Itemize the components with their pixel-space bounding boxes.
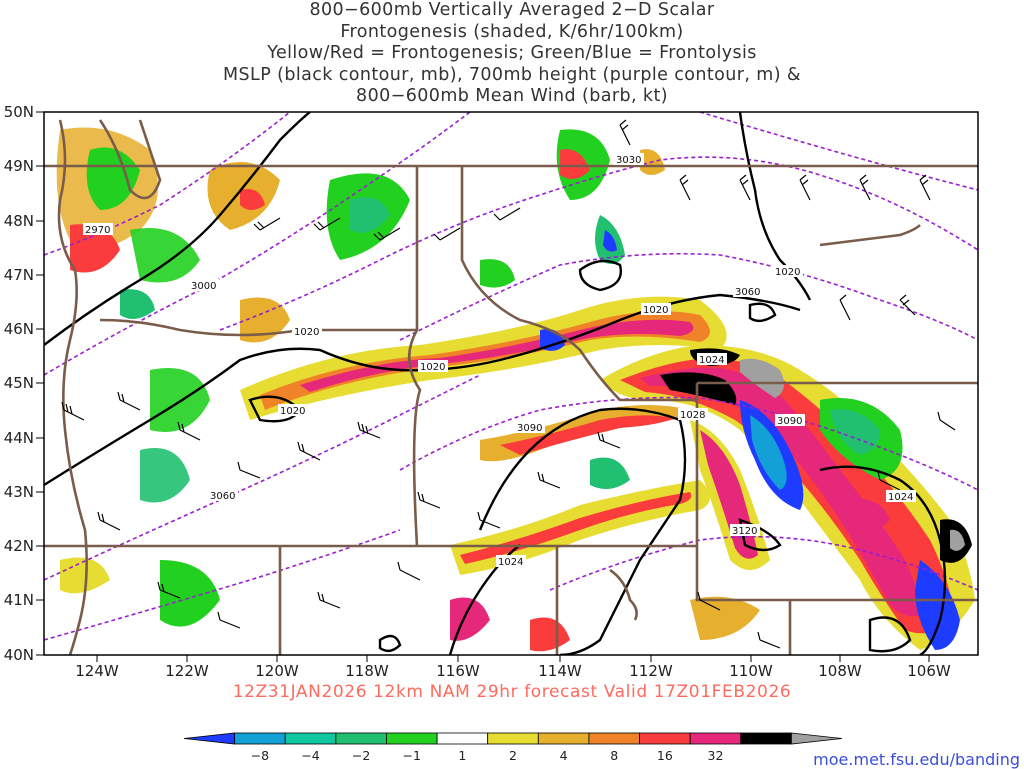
lat-label: 43N [4, 483, 34, 501]
lon-label: 110W [729, 662, 773, 680]
valid-time: 12Z31JAN2026 12km NAM 29hr forecast Vali… [232, 682, 792, 702]
lat-label: 40N [4, 646, 34, 664]
lat-label: 47N [4, 266, 34, 284]
lon-label: 124W [75, 662, 119, 680]
mslp-label-1020-a: 1020 [294, 327, 319, 338]
height-label-3030: 3030 [616, 155, 641, 166]
height-label-3060-a: 3060 [210, 491, 235, 502]
colorbar-tick-label: 16 [657, 748, 673, 763]
lon-label: 108W [818, 662, 862, 680]
colorbar-tick-label: −1 [403, 748, 421, 763]
lat-label: 46N [4, 320, 34, 338]
mslp-label-1020-d: 1020 [775, 267, 800, 278]
colorbar-swatch [284, 732, 337, 745]
title-line-3: Yellow/Red = Frontogenesis; Green/Blue =… [267, 43, 757, 63]
lat-label: 49N [4, 157, 34, 175]
colorbar-tick-label: 8 [610, 748, 618, 763]
colorbar-tick-label: 1 [458, 748, 466, 763]
colorbar-swatch [740, 732, 792, 745]
colorbar-tick-label: −2 [352, 748, 370, 763]
colorbar-swatch [537, 732, 590, 745]
lon-label: 122W [165, 662, 209, 680]
lon-label: 120W [255, 662, 299, 680]
mslp-label-1020-c: 1020 [643, 305, 668, 316]
colorbar-swatch [386, 732, 438, 745]
colorbar-tick-label: 2 [509, 748, 517, 763]
mslp-label-1024-b: 1024 [888, 492, 913, 503]
title-line-5: 800−600mb Mean Wind (barb, kt) [356, 86, 668, 106]
colorbar-swatch [588, 732, 640, 745]
colorbar-swatch [487, 732, 539, 745]
title-line-4: MSLP (black contour, mb), 700mb height (… [223, 64, 801, 85]
height-label-3060-b: 3060 [735, 287, 760, 298]
mslp-label-1024-c: 1024 [498, 557, 523, 568]
lon-label: 116W [436, 662, 480, 680]
colorbar-swatch [234, 732, 286, 745]
height-labels: 3030 2970 3000 3060 3060 3090 3090 3120 [83, 153, 805, 537]
colorbar-swatch [689, 732, 742, 745]
longitude-axis: 124W 122W 120W 118W 116W 114W 112W 110W … [75, 655, 951, 680]
colorbar-tick-label: 32 [708, 748, 724, 763]
frontogenesis-shading [56, 127, 975, 652]
colorbar-swatch [790, 732, 843, 745]
lat-label: 45N [4, 374, 34, 392]
height-label-3000: 3000 [191, 281, 216, 292]
lat-label: 50N [4, 103, 34, 121]
lon-label: 114W [538, 662, 582, 680]
state-borders [44, 119, 978, 655]
height-label-3090-a: 3090 [517, 423, 542, 434]
height-label-3090-b: 3090 [777, 416, 802, 427]
map-title: 800−600mb Vertically Averaged 2−D Scalar… [0, 0, 1024, 108]
wind-barbs [61, 119, 956, 649]
lon-label: 106W [907, 662, 951, 680]
mslp-label-1020-b: 1020 [420, 362, 445, 373]
latitude-axis: 50N 49N 48N 47N 46N 45N 44N 43N 42N 41N … [4, 103, 44, 664]
mslp-label-1020-e: 1020 [280, 406, 305, 417]
title-line-2: Frontogenesis (shaded, K/6hr/100km) [340, 21, 684, 42]
lat-label: 48N [4, 212, 34, 230]
colorbar-tick-label: 4 [560, 748, 568, 763]
lat-label: 41N [4, 591, 34, 609]
colorbar-swatch [639, 732, 691, 745]
colorbar-swatch [335, 732, 387, 745]
mslp-contours [44, 112, 947, 655]
height-label-3120: 3120 [732, 526, 757, 537]
colorbar: −8 −4 −2 −1 1 2 4 8 16 32 [183, 732, 843, 763]
height-label-2970: 2970 [85, 225, 110, 236]
colorbar-swatch [183, 732, 236, 745]
source-url[interactable]: moe.met.fsu.edu/banding [813, 750, 1020, 769]
mslp-label-1024-a: 1024 [699, 355, 724, 366]
colorbar-tick-label: −8 [251, 748, 269, 763]
lon-label: 112W [629, 662, 673, 680]
mslp-label-1028: 1028 [680, 410, 705, 421]
lat-label: 42N [4, 537, 34, 555]
title-line-1: 800−600mb Vertically Averaged 2−D Scalar [309, 0, 715, 20]
colorbar-tick-label: −4 [301, 748, 319, 763]
lon-label: 118W [345, 662, 389, 680]
colorbar-swatch [436, 732, 489, 745]
lat-label: 44N [4, 429, 34, 447]
mslp-labels: 1020 1020 1020 1020 1024 1028 1024 1024 … [278, 265, 916, 568]
